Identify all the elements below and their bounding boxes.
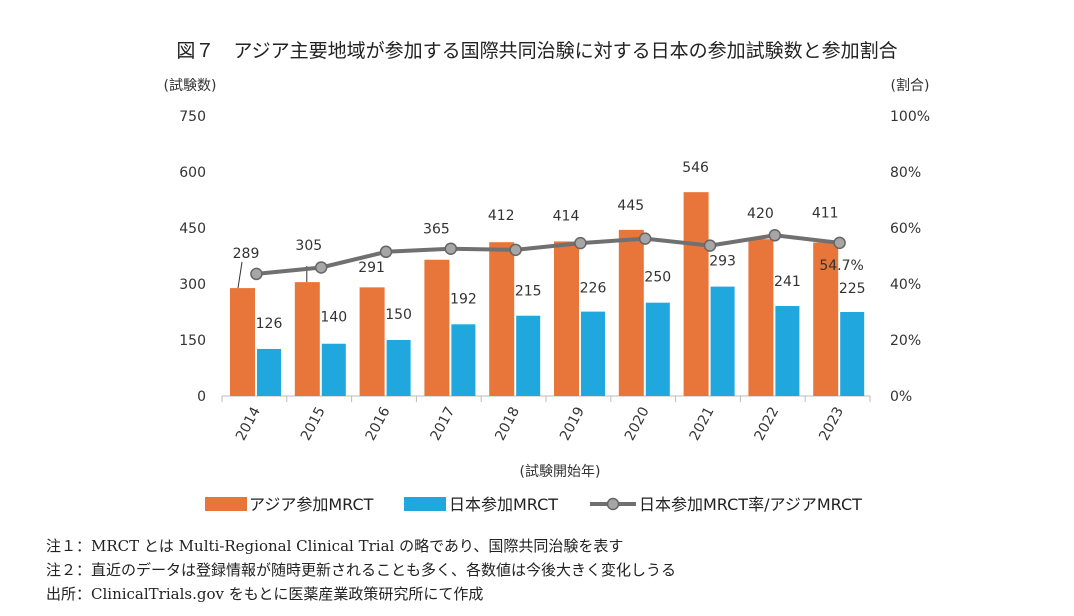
- data-label-asia: 445: [617, 198, 644, 214]
- x-axis-label: (試験開始年): [520, 464, 601, 480]
- data-label-japan: 250: [644, 270, 671, 286]
- y2-tick-label: 40%: [890, 277, 921, 293]
- legend-swatch-asia: [205, 497, 247, 511]
- bar-japan-mrct: [840, 312, 865, 396]
- bar-asia-mrct: [618, 229, 644, 396]
- x-tick-label: 2023: [816, 404, 847, 443]
- y2-tick-label: 80%: [890, 165, 921, 181]
- x-tick-label: 2016: [363, 404, 394, 443]
- data-label-asia: 291: [358, 260, 385, 276]
- y-tick-label: 150: [179, 333, 206, 349]
- x-tick-label: 2017: [427, 404, 458, 443]
- y-axis-label: (試験数): [164, 78, 217, 94]
- bar-asia-mrct: [683, 192, 709, 396]
- line-marker: [444, 242, 458, 255]
- bar-japan-mrct: [321, 343, 346, 396]
- legend-label-asia: アジア参加MRCT: [249, 495, 374, 514]
- x-tick-label: 2021: [687, 404, 718, 443]
- line-marker: [250, 267, 263, 281]
- line-marker: [379, 245, 393, 259]
- bar-japan-mrct: [451, 324, 476, 396]
- y-tick-label: 750: [179, 109, 206, 125]
- line-marker: [833, 236, 846, 250]
- y2-axis-label: (割合): [891, 77, 930, 94]
- line-marker: [314, 261, 328, 274]
- note-2: 注２：直近のデータは登録情報が随時更新されることも多く、各数値は今後大きく変化し…: [46, 561, 677, 579]
- data-label-japan: 293: [709, 254, 736, 270]
- y-tick-label: 450: [179, 221, 206, 237]
- data-label-japan: 225: [839, 281, 866, 297]
- data-label-japan: 140: [320, 310, 347, 326]
- line-marker: [703, 239, 717, 252]
- data-label-asia: 289: [233, 246, 260, 262]
- bar-asia-mrct: [489, 242, 515, 396]
- bar-japan-mrct: [645, 302, 670, 396]
- data-label-japan: 150: [385, 307, 412, 323]
- y2-tick-label: 0%: [890, 389, 912, 405]
- legend-label-japan: 日本参加MRCT: [449, 495, 558, 514]
- bar-japan-mrct: [710, 286, 735, 396]
- source-note: 出所：ClinicalTrials.gov をもとに医薬産業政策研究所にて作成: [46, 585, 484, 603]
- leader-line: [237, 261, 243, 289]
- line-marker: [509, 243, 522, 257]
- x-tick-label: 2019: [557, 404, 588, 443]
- bar-japan-mrct: [257, 348, 281, 396]
- data-label-asia: 412: [488, 208, 515, 224]
- bar-asia-mrct: [554, 241, 579, 396]
- x-tick-label: 2020: [622, 404, 653, 443]
- chart-title: 図７ アジア主要地域が参加する国際共同治験に対する日本の参加試験数と参加割合: [176, 40, 898, 62]
- x-tick-label: 2015: [298, 404, 329, 443]
- data-label-asia: 414: [553, 208, 580, 224]
- bar-japan-mrct: [581, 311, 605, 396]
- data-label-japan: 126: [256, 316, 283, 332]
- data-label-asia: 411: [812, 206, 839, 222]
- data-label-asia: 546: [682, 160, 709, 176]
- y2-tick-label: 100%: [890, 109, 930, 125]
- data-label-japan: 215: [515, 284, 542, 300]
- bar-asia-mrct: [813, 242, 839, 396]
- legend-label-ratio: 日本参加MRCT率/アジアMRCT: [639, 495, 862, 514]
- legend-swatch-japan: [404, 497, 446, 511]
- line-marker: [574, 236, 587, 250]
- y-tick-label: 600: [179, 165, 206, 181]
- data-label-japan: 226: [580, 281, 607, 297]
- data-label-japan: 241: [774, 274, 801, 290]
- y-tick-label: 0: [197, 389, 206, 405]
- data-label-ratio: 54.7%: [819, 258, 863, 274]
- x-tick-label: 2014: [233, 404, 264, 443]
- bar-japan-mrct: [386, 340, 411, 396]
- line-ratio: [256, 233, 840, 276]
- x-tick-label: 2018: [492, 404, 523, 443]
- bar-asia-mrct: [359, 287, 385, 396]
- note-1: 注１：MRCT とは Multi-Regional Clinical Trial…: [46, 537, 624, 555]
- y2-tick-label: 60%: [890, 221, 921, 237]
- bar-asia-mrct: [748, 239, 774, 396]
- data-label-asia: 365: [423, 222, 450, 238]
- x-tick-label: 2022: [751, 404, 782, 443]
- chart: (試験数) (割合) 0 150 300 450 600 750 0% 20% 40% 60% 80% 1…: [164, 77, 931, 514]
- bar-japan-mrct: [516, 315, 541, 396]
- data-label-asia: 305: [295, 238, 322, 254]
- data-label-asia: 420: [747, 206, 774, 222]
- line-marker: [768, 229, 782, 242]
- y2-tick-label: 20%: [890, 333, 921, 349]
- data-label-japan: 192: [450, 291, 477, 307]
- bar-asia-mrct: [294, 282, 320, 396]
- bar-japan-mrct: [775, 306, 800, 396]
- legend-marker-ratio: [606, 497, 620, 511]
- line-marker: [638, 232, 652, 245]
- bar-asia-mrct: [230, 288, 255, 396]
- bar-asia-mrct: [424, 259, 450, 396]
- y-tick-label: 300: [179, 277, 206, 293]
